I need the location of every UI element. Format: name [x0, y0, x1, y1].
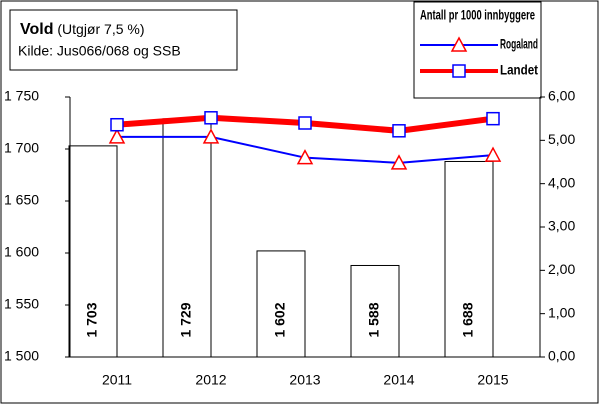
legend-label: Landet: [500, 62, 538, 78]
legend-label: Rogaland: [500, 36, 538, 52]
marker: [392, 124, 406, 138]
marker: [452, 64, 466, 78]
bar-label: 1 729: [178, 302, 194, 337]
source: Kilde: Jus066/068 og SSB: [18, 43, 181, 59]
x-tick-label: 2015: [477, 372, 508, 388]
y2-tick-label: 0,00: [548, 348, 575, 364]
marker: [390, 154, 408, 170]
marker: [486, 111, 500, 126]
legend-box: [413, 1, 542, 99]
marker: [484, 146, 502, 162]
y-tick-label: 1 600: [4, 244, 39, 260]
x-tick-label: 2011: [102, 372, 132, 388]
legend-title: Antall pr 1000 innbyggere: [420, 7, 535, 23]
marker: [108, 128, 126, 144]
x-tick-label: 2013: [289, 372, 320, 388]
bar-label: 1 688: [460, 302, 476, 337]
y2-tick-label: 4,00: [548, 174, 575, 190]
marker: [110, 117, 124, 132]
title: Vold: [20, 21, 53, 38]
y-tick-label: 1 550: [4, 296, 39, 312]
y-tick-label: 1 700: [4, 140, 39, 156]
title-box: [9, 9, 238, 71]
y-tick-label: 1 750: [4, 88, 39, 104]
y-tick-label: 1 650: [4, 192, 39, 208]
chart-title: Vold (Utgjør 7,5 %): [20, 21, 145, 39]
x-tick-label: 2012: [195, 372, 226, 388]
marker: [450, 36, 468, 52]
y2-tick-label: 3,00: [548, 218, 575, 234]
bar: [68, 145, 118, 358]
bar-label: 1 602: [272, 302, 288, 337]
subtitle: (Utgjør 7,5 %): [57, 21, 144, 37]
y-tick-label: 1 500: [4, 348, 39, 364]
bar-label: 1 588: [366, 302, 382, 337]
marker: [204, 111, 218, 125]
marker: [296, 149, 314, 165]
y2-tick-label: 5,00: [548, 131, 575, 147]
y2-tick-label: 1,00: [548, 304, 575, 320]
marker: [202, 128, 220, 144]
marker: [298, 116, 312, 130]
bar-label: 1 703: [84, 302, 100, 337]
y2-tick-label: 6,00: [548, 88, 575, 104]
bar: [256, 250, 306, 358]
bar: [444, 160, 494, 358]
y2-tick-label: 2,00: [548, 261, 575, 277]
x-tick-label: 2014: [383, 372, 414, 388]
